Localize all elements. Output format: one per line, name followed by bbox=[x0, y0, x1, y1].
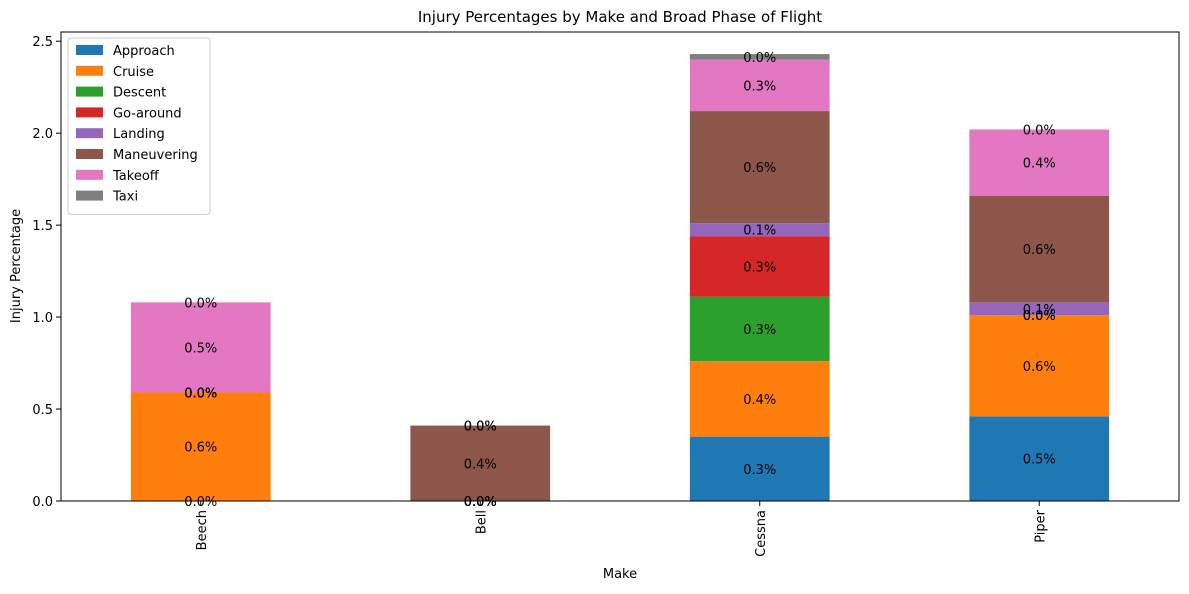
bar-segment bbox=[689, 296, 830, 362]
legend-label: Approach bbox=[113, 44, 175, 59]
data-label: 0.4% bbox=[1023, 157, 1056, 172]
legend-box bbox=[67, 37, 211, 215]
y-tick-label: 1.0 bbox=[32, 311, 53, 326]
data-label: 0.0% bbox=[1023, 309, 1056, 324]
y-axis-label: Injury Percentage bbox=[9, 209, 24, 323]
data-label: 0.6% bbox=[184, 441, 217, 456]
chart-title: Injury Percentages by Make and Broad Pha… bbox=[418, 8, 822, 26]
legend-label: Descent bbox=[113, 86, 166, 101]
legend-swatch bbox=[76, 65, 103, 76]
bar-segment bbox=[130, 392, 271, 501]
bar-segment bbox=[969, 416, 1110, 501]
data-label: 0.0% bbox=[184, 386, 217, 401]
legend: Approach Cruise Descent Go-around Landing Man… bbox=[67, 37, 211, 215]
bar-segment bbox=[689, 54, 830, 60]
bar-segment bbox=[689, 111, 830, 224]
legend-swatch bbox=[76, 149, 103, 159]
bar-segment bbox=[969, 302, 1110, 316]
x-tick-label: Piper bbox=[1033, 509, 1048, 542]
x-tick-label: Beech bbox=[195, 510, 210, 550]
y-tick-label: 0.0 bbox=[32, 495, 53, 510]
plot-frame bbox=[60, 31, 1180, 502]
data-label: 0.0% bbox=[743, 51, 776, 66]
data-label: 0.1% bbox=[743, 224, 776, 239]
bar-segment bbox=[689, 59, 830, 112]
y-tick-label: 1.5 bbox=[32, 219, 53, 234]
y-axis: 0.0 0.5 1.0 1.5 2.0 2.5 bbox=[32, 35, 61, 510]
data-label: 0.4% bbox=[743, 393, 776, 408]
legend-label: Maneuvering bbox=[113, 148, 198, 163]
bar-segment bbox=[689, 236, 830, 297]
legend-swatch bbox=[76, 45, 103, 55]
bar-segment bbox=[130, 302, 271, 393]
data-labels-group: 0.0%0.6%0.0%0.0%0.0%0.0%0.5%0.0%0.0%0.0%… bbox=[184, 51, 1056, 510]
bar-segment bbox=[969, 195, 1110, 303]
data-label: 0.6% bbox=[1023, 360, 1056, 375]
data-label: 0.5% bbox=[184, 341, 217, 356]
legend-swatch bbox=[76, 169, 103, 180]
bar-segment bbox=[689, 361, 830, 437]
bar-segment bbox=[969, 315, 1110, 417]
data-label: 0.0% bbox=[184, 296, 217, 311]
data-label: 0.3% bbox=[743, 463, 776, 478]
bar-segment bbox=[689, 223, 830, 237]
bars-group bbox=[130, 54, 1110, 501]
data-label: 0.6% bbox=[1023, 243, 1056, 258]
data-label: 0.0% bbox=[464, 420, 497, 435]
data-label: 0.0% bbox=[184, 386, 217, 401]
legend-swatch bbox=[76, 107, 103, 118]
data-label: 0.4% bbox=[464, 457, 497, 472]
data-label: 0.0% bbox=[184, 386, 217, 401]
legend-swatch bbox=[76, 128, 103, 139]
data-label: 0.0% bbox=[1023, 309, 1056, 324]
data-label: 0.3% bbox=[743, 323, 776, 338]
legend-label: Takeoff bbox=[112, 169, 160, 184]
data-label: 0.6% bbox=[743, 161, 776, 176]
data-label: 0.3% bbox=[743, 79, 776, 94]
legend-label: Go-around bbox=[113, 106, 182, 121]
data-label: 0.5% bbox=[1023, 453, 1056, 468]
bar-segment bbox=[969, 129, 1110, 196]
x-axis-label: Make bbox=[603, 567, 637, 582]
y-tick-label: 2.0 bbox=[32, 127, 53, 142]
data-label: 0.0% bbox=[1023, 123, 1056, 138]
legend-label: Landing bbox=[113, 127, 165, 142]
legend-label: Taxi bbox=[112, 190, 138, 205]
y-tick-label: 2.5 bbox=[32, 35, 53, 50]
legend-label: Cruise bbox=[113, 65, 154, 80]
x-axis: Beech Bell Cessna Piper bbox=[195, 501, 1048, 557]
legend-swatch bbox=[76, 86, 103, 97]
data-label: 0.0% bbox=[184, 386, 217, 401]
legend-swatch bbox=[76, 190, 103, 201]
data-label: 0.3% bbox=[743, 261, 776, 276]
data-label: 0.0% bbox=[464, 420, 497, 435]
x-tick-label: Bell bbox=[474, 510, 489, 534]
x-tick-label: Cessna bbox=[754, 510, 769, 557]
data-label: 0.1% bbox=[1023, 303, 1056, 318]
bar-segment bbox=[410, 425, 551, 501]
bar-segment bbox=[689, 436, 830, 501]
y-tick-label: 0.5 bbox=[32, 403, 53, 418]
